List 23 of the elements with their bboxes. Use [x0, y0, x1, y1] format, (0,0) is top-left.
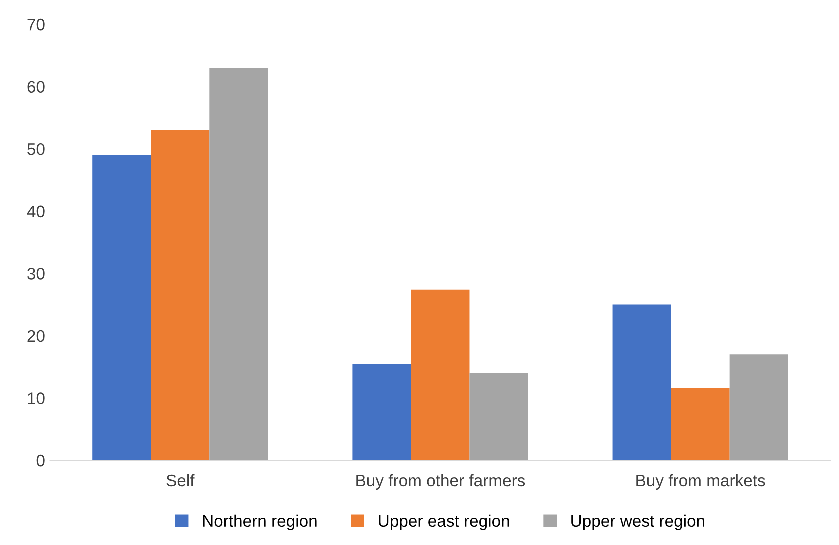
y-tick-label: 60: [28, 81, 45, 94]
y-tick-label: 70: [28, 18, 45, 31]
legend-label: Upper west region: [572, 514, 704, 530]
bar: [612, 304, 672, 461]
bar: [151, 130, 210, 461]
x-tick-label: Buy from other farmers: [356, 474, 526, 490]
bar: [470, 373, 528, 461]
bar: [92, 155, 152, 461]
bar: [352, 364, 412, 461]
bar: [671, 388, 730, 461]
bar: [411, 290, 470, 461]
y-tick-label: 50: [28, 143, 45, 156]
y-tick-label: 0: [36, 454, 45, 467]
y-tick-label: 30: [28, 268, 45, 280]
x-tick-label: Self: [166, 474, 195, 487]
x-tick-label: Buy from markets: [636, 474, 766, 490]
y-tick-label: 20: [28, 330, 45, 342]
bar: [210, 68, 268, 461]
bar: [730, 354, 788, 461]
legend-label: Upper east region: [379, 514, 510, 530]
y-tick-label: 10: [28, 392, 45, 404]
y-tick-label: 40: [27, 206, 45, 218]
legend-label: Northern region: [203, 514, 317, 530]
